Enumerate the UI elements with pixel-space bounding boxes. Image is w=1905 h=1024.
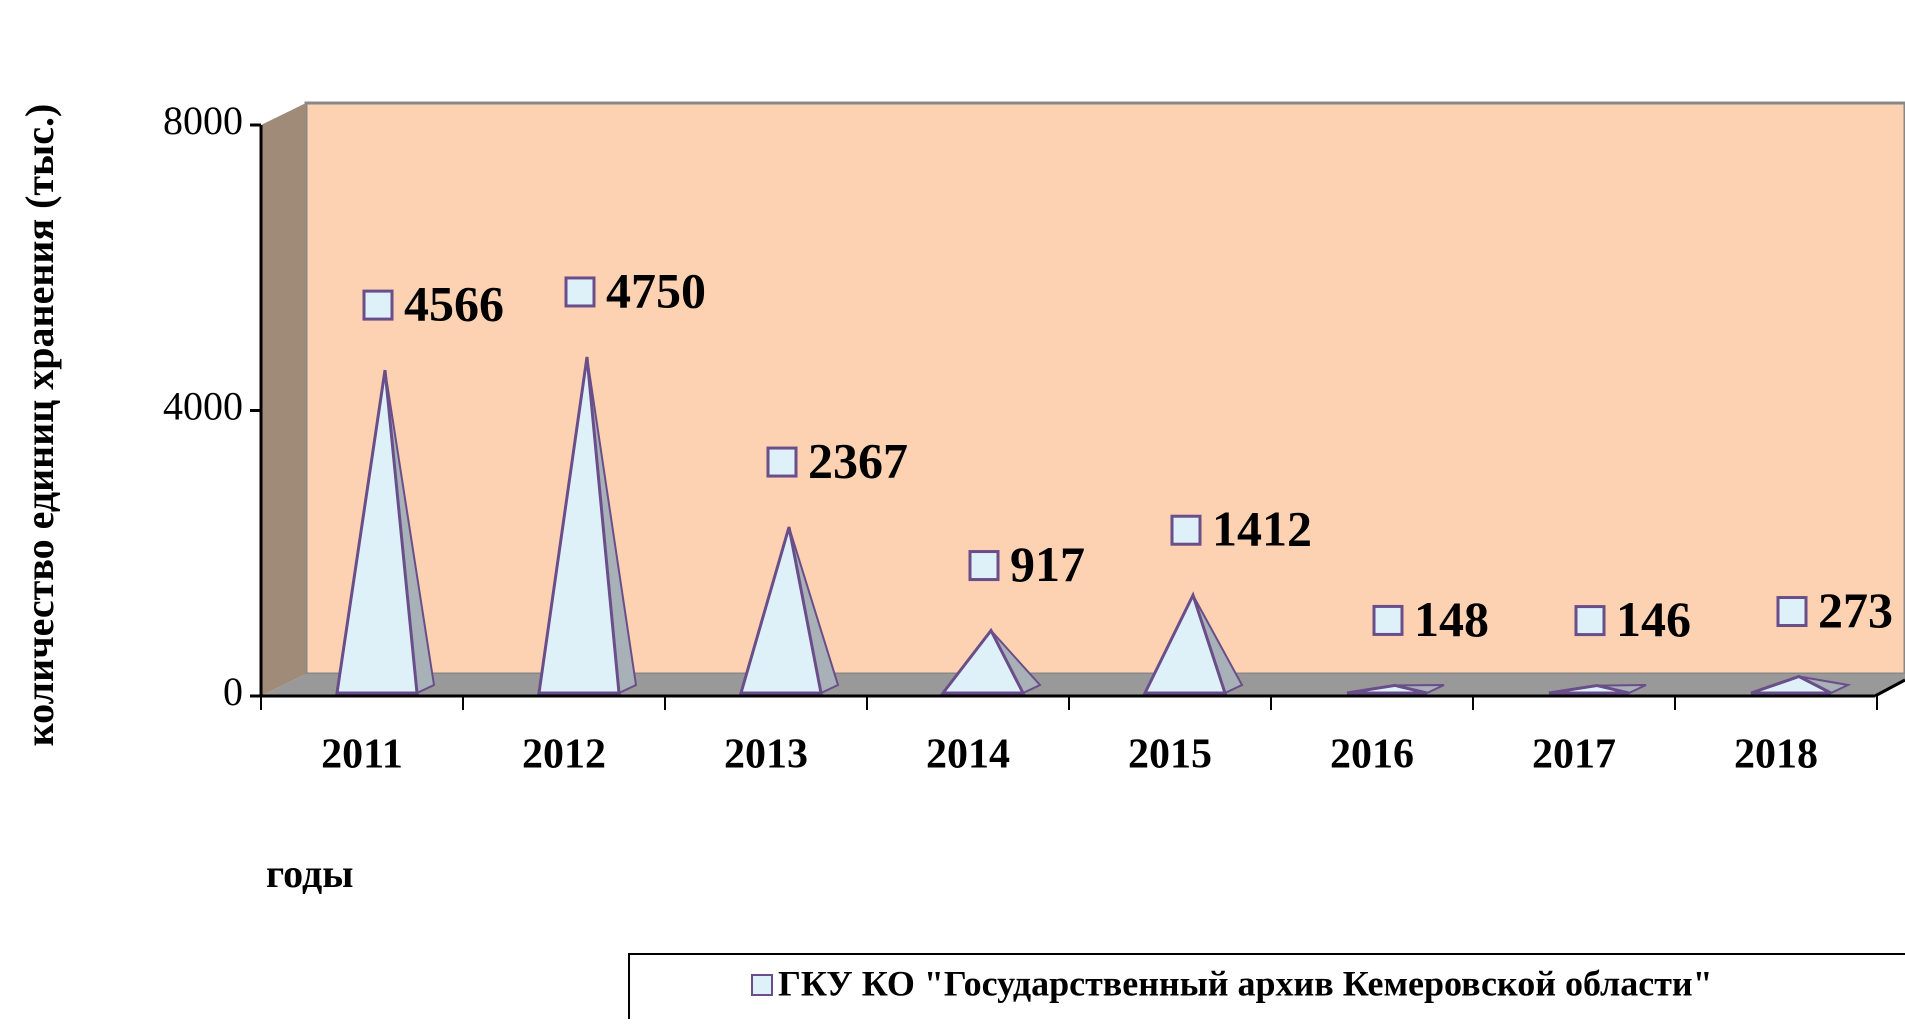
label-marker [1372, 604, 1404, 636]
pyramid [335, 369, 436, 695]
x-tick-label: 2012 [522, 732, 606, 778]
y-tick-label: 8000 [163, 98, 243, 143]
data-label: 1412 [1212, 501, 1312, 557]
pyramid [1548, 684, 1647, 695]
pyramid [1142, 591, 1244, 695]
x-tick-label: 2017 [1532, 732, 1616, 778]
pyramid-face [1346, 683, 1428, 695]
y-tick-label: 0 [223, 669, 243, 714]
data-label: 4566 [404, 276, 504, 332]
label-marker [766, 446, 798, 478]
label-marker [968, 550, 1000, 582]
pyramid-face [335, 369, 419, 695]
floor [261, 674, 1905, 696]
side-wall [261, 103, 306, 696]
pyramid-face [1548, 684, 1630, 695]
pyramid [1750, 674, 1852, 695]
pyramid [1346, 683, 1445, 695]
pyramid-face [1750, 674, 1832, 695]
x-tick-label: 2016 [1330, 732, 1414, 778]
legend-marker [751, 974, 773, 996]
data-label: 4750 [606, 262, 706, 318]
x-tick-label: 2014 [926, 732, 1010, 778]
pyramid [739, 526, 840, 695]
y-axis-title: количество единиц хранения (тыс.) [17, 104, 62, 747]
data-label: 146 [1616, 591, 1691, 647]
pyramid [537, 356, 638, 695]
label-marker [1170, 514, 1202, 546]
legend [628, 953, 1905, 1024]
data-label: 2367 [808, 433, 908, 489]
back-wall [304, 101, 1905, 676]
pyramid-face [939, 627, 1026, 695]
x-tick-label: 2015 [1128, 732, 1212, 778]
pyramid [939, 627, 1042, 695]
y-tick-label: 4000 [163, 384, 243, 429]
x-axis-title: годы [266, 851, 353, 896]
label-marker [362, 289, 394, 321]
x-axis-depth [1874, 678, 1905, 698]
data-label: 273 [1818, 582, 1893, 638]
label-marker [1574, 605, 1606, 637]
label-marker [564, 276, 596, 308]
pyramid-face [1142, 591, 1228, 695]
pyramid-face [739, 526, 823, 695]
x-tick-label: 2013 [724, 732, 808, 778]
data-label: 917 [1010, 536, 1085, 592]
pyramid-face [537, 356, 621, 695]
label-marker [1776, 596, 1808, 628]
x-tick-label: 2011 [321, 732, 403, 778]
x-tick-label: 2018 [1734, 732, 1818, 778]
legend-label: ГКУ КО "Государственный архив Кемеровско… [778, 963, 1713, 1003]
data-label: 148 [1414, 591, 1489, 647]
